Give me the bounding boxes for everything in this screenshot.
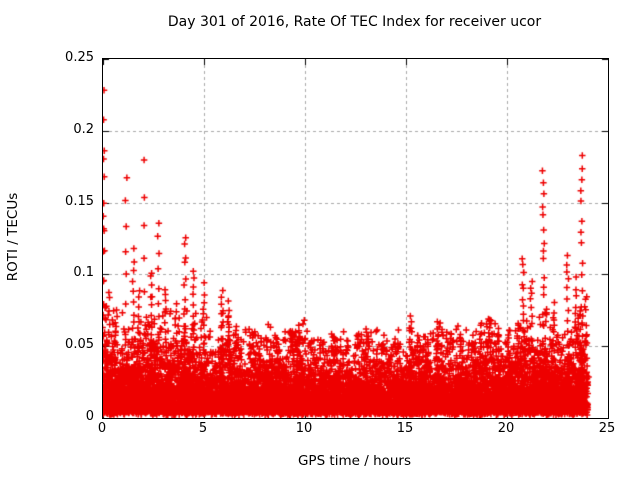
scatter-canvas [103, 59, 608, 418]
y-tick-label-0.05: 0.05 [65, 337, 94, 353]
x-tick-label-15: 15 [396, 421, 414, 436]
y-tick-label-0: 0 [85, 409, 94, 424]
y-tick-label-0.1: 0.1 [73, 265, 94, 281]
x-axis-title: GPS time / hours [297, 453, 412, 469]
y-tick-label-0.25: 0.25 [65, 50, 94, 65]
x-tick-label-0: 0 [97, 421, 107, 436]
x-tick-label-5: 5 [198, 421, 208, 436]
x-tick-label-10: 10 [295, 421, 313, 436]
y-tick-label-0.2: 0.2 [73, 121, 94, 137]
y-tick-label-0.15: 0.15 [65, 193, 94, 209]
plot-area [102, 58, 609, 419]
y-axis-title: ROTI / TECUs [5, 192, 21, 282]
x-tick-label-20: 20 [497, 421, 515, 436]
x-tick-label-25: 25 [598, 421, 616, 436]
chart-title: Day 301 of 2016, Rate Of TEC Index for r… [167, 14, 542, 30]
